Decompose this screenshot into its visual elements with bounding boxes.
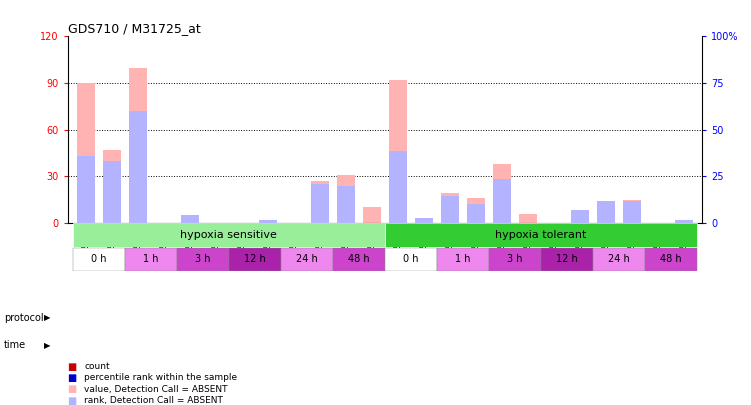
Bar [73, 224, 385, 247]
Text: percentile rank within the sample: percentile rank within the sample [84, 373, 237, 382]
Bar [103, 150, 121, 223]
Bar [541, 247, 593, 271]
Bar [385, 224, 697, 247]
Bar [281, 247, 333, 271]
Bar [363, 207, 381, 223]
Text: 24 h: 24 h [296, 254, 318, 264]
Bar [181, 215, 199, 223]
Bar [389, 80, 407, 223]
Text: ▶: ▶ [44, 341, 50, 350]
Text: 1 h: 1 h [143, 254, 158, 264]
Bar [493, 179, 511, 223]
Text: 3 h: 3 h [507, 254, 523, 264]
Bar [311, 181, 329, 223]
Text: 48 h: 48 h [348, 254, 369, 264]
Bar [389, 151, 407, 223]
Bar [103, 161, 121, 223]
Bar [128, 68, 147, 223]
Text: hypoxia sensitive: hypoxia sensitive [180, 230, 277, 240]
Bar [336, 185, 355, 223]
Text: 0 h: 0 h [91, 254, 107, 264]
Bar [176, 247, 229, 271]
Bar [77, 83, 95, 223]
Bar [73, 247, 125, 271]
Bar [415, 218, 433, 223]
Bar [593, 247, 645, 271]
Bar [623, 201, 641, 223]
Bar [645, 247, 697, 271]
Bar [675, 220, 693, 223]
Bar [385, 247, 437, 271]
Text: value, Detection Call = ABSENT: value, Detection Call = ABSENT [84, 385, 228, 394]
Text: ■: ■ [68, 373, 77, 383]
Bar [493, 164, 511, 223]
Bar [597, 201, 615, 223]
Bar [128, 111, 147, 223]
Text: 0 h: 0 h [403, 254, 418, 264]
Bar [77, 156, 95, 223]
Text: ▶: ▶ [44, 313, 50, 322]
Text: count: count [84, 362, 110, 371]
Text: 3 h: 3 h [195, 254, 210, 264]
Bar [489, 247, 541, 271]
Bar [597, 201, 615, 223]
Text: GDS710 / M31725_at: GDS710 / M31725_at [68, 22, 201, 35]
Text: 12 h: 12 h [556, 254, 578, 264]
Bar [125, 247, 176, 271]
Bar [467, 198, 485, 223]
Bar [311, 184, 329, 223]
Text: 24 h: 24 h [608, 254, 630, 264]
Text: 48 h: 48 h [660, 254, 682, 264]
Text: ■: ■ [68, 362, 77, 371]
Text: ■: ■ [68, 384, 77, 394]
Bar [437, 247, 489, 271]
Bar [229, 247, 281, 271]
Bar [467, 204, 485, 223]
Bar [441, 193, 459, 223]
Text: time: time [4, 340, 26, 350]
Text: 12 h: 12 h [244, 254, 266, 264]
Text: protocol: protocol [4, 313, 44, 323]
Bar [441, 196, 459, 223]
Bar [336, 175, 355, 223]
Bar [259, 220, 277, 223]
Bar [623, 200, 641, 223]
Text: hypoxia tolerant: hypoxia tolerant [495, 230, 587, 240]
Bar [519, 213, 537, 223]
Bar [571, 211, 589, 223]
Text: 1 h: 1 h [455, 254, 471, 264]
Bar [333, 247, 385, 271]
Text: rank, Detection Call = ABSENT: rank, Detection Call = ABSENT [84, 396, 223, 405]
Text: ■: ■ [68, 396, 77, 405]
